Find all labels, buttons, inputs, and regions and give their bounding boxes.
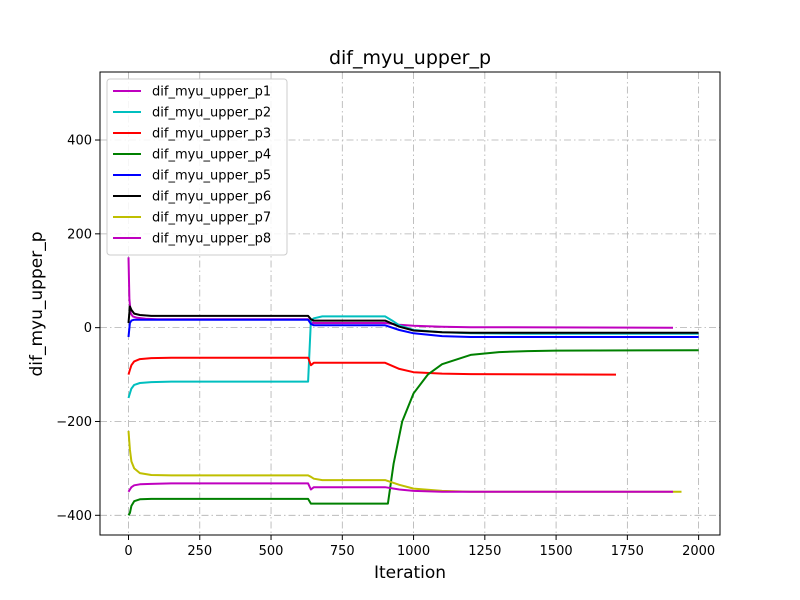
series-line-1 <box>127 257 674 329</box>
plot-area <box>127 257 699 516</box>
x-tick-label: 1750 <box>611 544 644 559</box>
x-tick-label: 250 <box>187 544 212 559</box>
y-tick-label: −200 <box>56 415 92 430</box>
x-tick-label: 0 <box>124 544 132 559</box>
x-tick-label: 750 <box>330 544 355 559</box>
series-line-3 <box>127 356 617 376</box>
series-line-8 <box>127 482 673 493</box>
legend-label-7: dif_myu_upper_p7 <box>152 211 271 226</box>
x-tick-label: 1000 <box>397 544 430 559</box>
series-line-7 <box>127 430 682 493</box>
legend: dif_myu_upper_p1 dif_myu_upper_p2 dif_myu_… <box>106 78 288 256</box>
series-line-6 <box>127 305 699 334</box>
plot-frame <box>99 71 721 536</box>
legend-label-4: dif_myu_upper_p4 <box>152 148 271 163</box>
legend-label-5: dif_myu_upper_p5 <box>152 169 271 184</box>
legend-label-3: dif_myu_upper_p3 <box>152 127 271 142</box>
x-tick-label: 1250 <box>468 544 501 559</box>
y-tick-label: 0 <box>84 321 92 336</box>
series-line-5 <box>127 318 699 338</box>
x-tick-label: 1500 <box>540 544 573 559</box>
legend-label-2: dif_myu_upper_p2 <box>152 106 271 121</box>
legend-box <box>106 78 288 256</box>
series-line-4 <box>127 349 699 516</box>
y-axis-label: dif_myu_upper_p <box>27 232 47 377</box>
y-tick-label: 200 <box>67 227 92 242</box>
legend-label-8: dif_myu_upper_p8 <box>152 232 271 247</box>
chart-title: dif_myu_upper_p <box>329 47 491 69</box>
x-axis-label: Iteration <box>374 563 446 583</box>
x-tick-label: 500 <box>259 544 284 559</box>
y-tick-label: 400 <box>67 134 92 149</box>
y-tick-label: −400 <box>56 509 92 524</box>
legend-label-6: dif_myu_upper_p6 <box>152 190 271 205</box>
axis-ticks: 0 250 500 750 1000 1250 1500 1750 2000 −400 −200 0 2… <box>56 134 715 559</box>
legend-label-1: dif_myu_upper_p1 <box>152 85 271 100</box>
x-tick-label: 2000 <box>682 544 715 559</box>
